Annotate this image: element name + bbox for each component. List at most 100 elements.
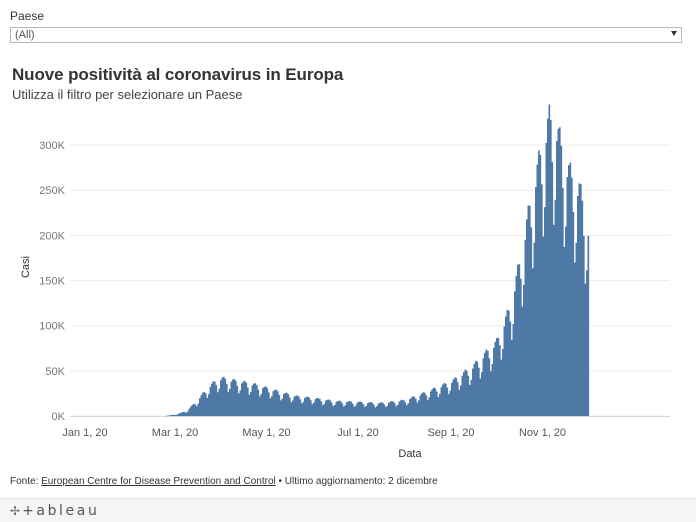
bar [167, 415, 170, 417]
bar [560, 145, 563, 416]
bar [533, 242, 536, 416]
bar [401, 399, 404, 416]
bar [481, 372, 483, 416]
bar [458, 389, 461, 416]
country-dropdown[interactable]: (All) [10, 27, 682, 43]
x-tick-label: Jul 1, 20 [337, 427, 379, 439]
bar [260, 393, 263, 416]
bar [358, 401, 360, 416]
bar [244, 380, 246, 416]
bar [439, 393, 441, 416]
bar [407, 403, 410, 416]
bar [368, 402, 371, 416]
bar [448, 394, 450, 416]
bar [305, 396, 308, 416]
bar [191, 404, 194, 416]
bar [389, 401, 392, 416]
bar [503, 326, 506, 416]
bar [502, 348, 504, 416]
bar [271, 396, 273, 416]
bar [314, 399, 317, 416]
bar [499, 344, 501, 416]
bar [335, 401, 338, 416]
bar [185, 412, 188, 416]
bar [553, 224, 555, 416]
bar [238, 393, 240, 416]
bar [181, 412, 183, 416]
bar [328, 399, 330, 416]
bar [316, 398, 318, 416]
bar [548, 104, 551, 417]
bar [340, 401, 342, 416]
bar [325, 400, 327, 416]
bar [428, 397, 431, 416]
bar [509, 321, 512, 416]
bar [476, 361, 479, 416]
bar [299, 399, 302, 416]
bar [421, 393, 423, 416]
tableau-wordmark: +ableau [22, 503, 100, 519]
bar [574, 262, 576, 416]
chevron-down-icon[interactable] [671, 31, 677, 36]
bar [584, 283, 587, 416]
bar [500, 359, 503, 416]
bar [197, 403, 200, 416]
x-tick-label: Sep 1, 20 [427, 427, 474, 439]
bar [349, 401, 351, 416]
bar [251, 385, 254, 416]
bar [383, 404, 386, 416]
bar [203, 391, 206, 416]
y-tick-label: 300K [39, 140, 65, 152]
bar [329, 400, 332, 416]
bar [430, 391, 432, 416]
bar [412, 396, 414, 416]
bar [245, 382, 248, 416]
bar [391, 401, 393, 416]
bar [473, 363, 476, 416]
bar [479, 378, 482, 416]
bar [404, 402, 407, 416]
bar [313, 402, 315, 416]
bar [487, 350, 489, 416]
bar [464, 369, 467, 416]
bar [215, 385, 218, 416]
bar [241, 383, 243, 416]
bar [365, 405, 368, 416]
bar [209, 386, 212, 416]
bar [460, 385, 462, 416]
bar [454, 377, 456, 416]
bar [388, 402, 390, 416]
tableau-logo[interactable]: ✢ +ableau [10, 503, 99, 519]
bar [266, 388, 269, 416]
bar [310, 400, 312, 416]
bar [512, 323, 515, 416]
bar [170, 415, 173, 416]
bar [296, 395, 299, 416]
bar [211, 383, 213, 416]
y-tick-label: 100K [39, 321, 65, 333]
bar [535, 187, 537, 416]
bar [346, 402, 348, 416]
bar [326, 399, 329, 416]
bar [581, 200, 584, 416]
bar [400, 400, 402, 416]
bar [434, 388, 437, 416]
bar [290, 402, 293, 416]
bar [583, 235, 585, 416]
bar [283, 394, 285, 416]
bar [422, 392, 425, 416]
bar [301, 403, 303, 416]
bar [554, 199, 557, 416]
bar [178, 413, 180, 416]
source-link[interactable]: European Centre for Disease Prevention a… [41, 476, 276, 487]
bar [269, 398, 272, 416]
bar [497, 337, 500, 416]
bar [382, 402, 384, 416]
bar [356, 402, 359, 416]
bar [353, 406, 356, 416]
footer-source: Fonte: European Centre for Disease Preve… [10, 476, 438, 487]
bar [253, 383, 255, 416]
bar [371, 402, 374, 416]
bar [379, 402, 381, 416]
bar [518, 264, 521, 416]
